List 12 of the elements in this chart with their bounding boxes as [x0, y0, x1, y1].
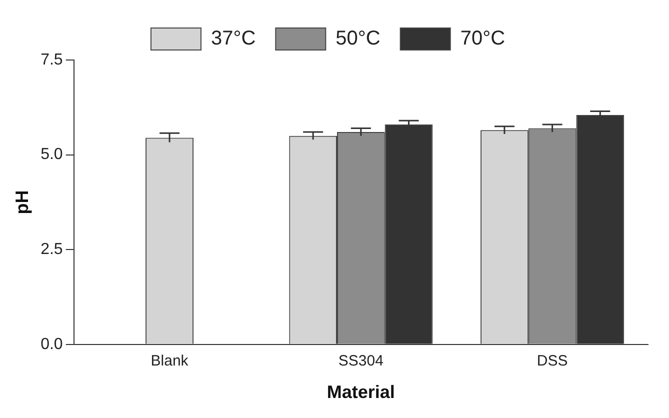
y-tick-label: 7.5: [40, 51, 63, 68]
x-tick-label: Blank: [150, 352, 189, 370]
y-tick-label: 0.0: [40, 336, 63, 353]
y-tick-label: 5.0: [40, 146, 63, 164]
y-tick-label: 2.5: [40, 241, 63, 258]
y-axis-title: pH: [12, 190, 32, 214]
x-axis-title: Material: [326, 382, 395, 402]
legend-label: 50°C: [336, 28, 380, 50]
x-tick-label: SS304: [338, 352, 384, 370]
legend-label: 37°C: [210, 28, 256, 50]
x-tick-label: DSS: [536, 352, 568, 370]
legend-label: 70°C: [460, 28, 506, 50]
